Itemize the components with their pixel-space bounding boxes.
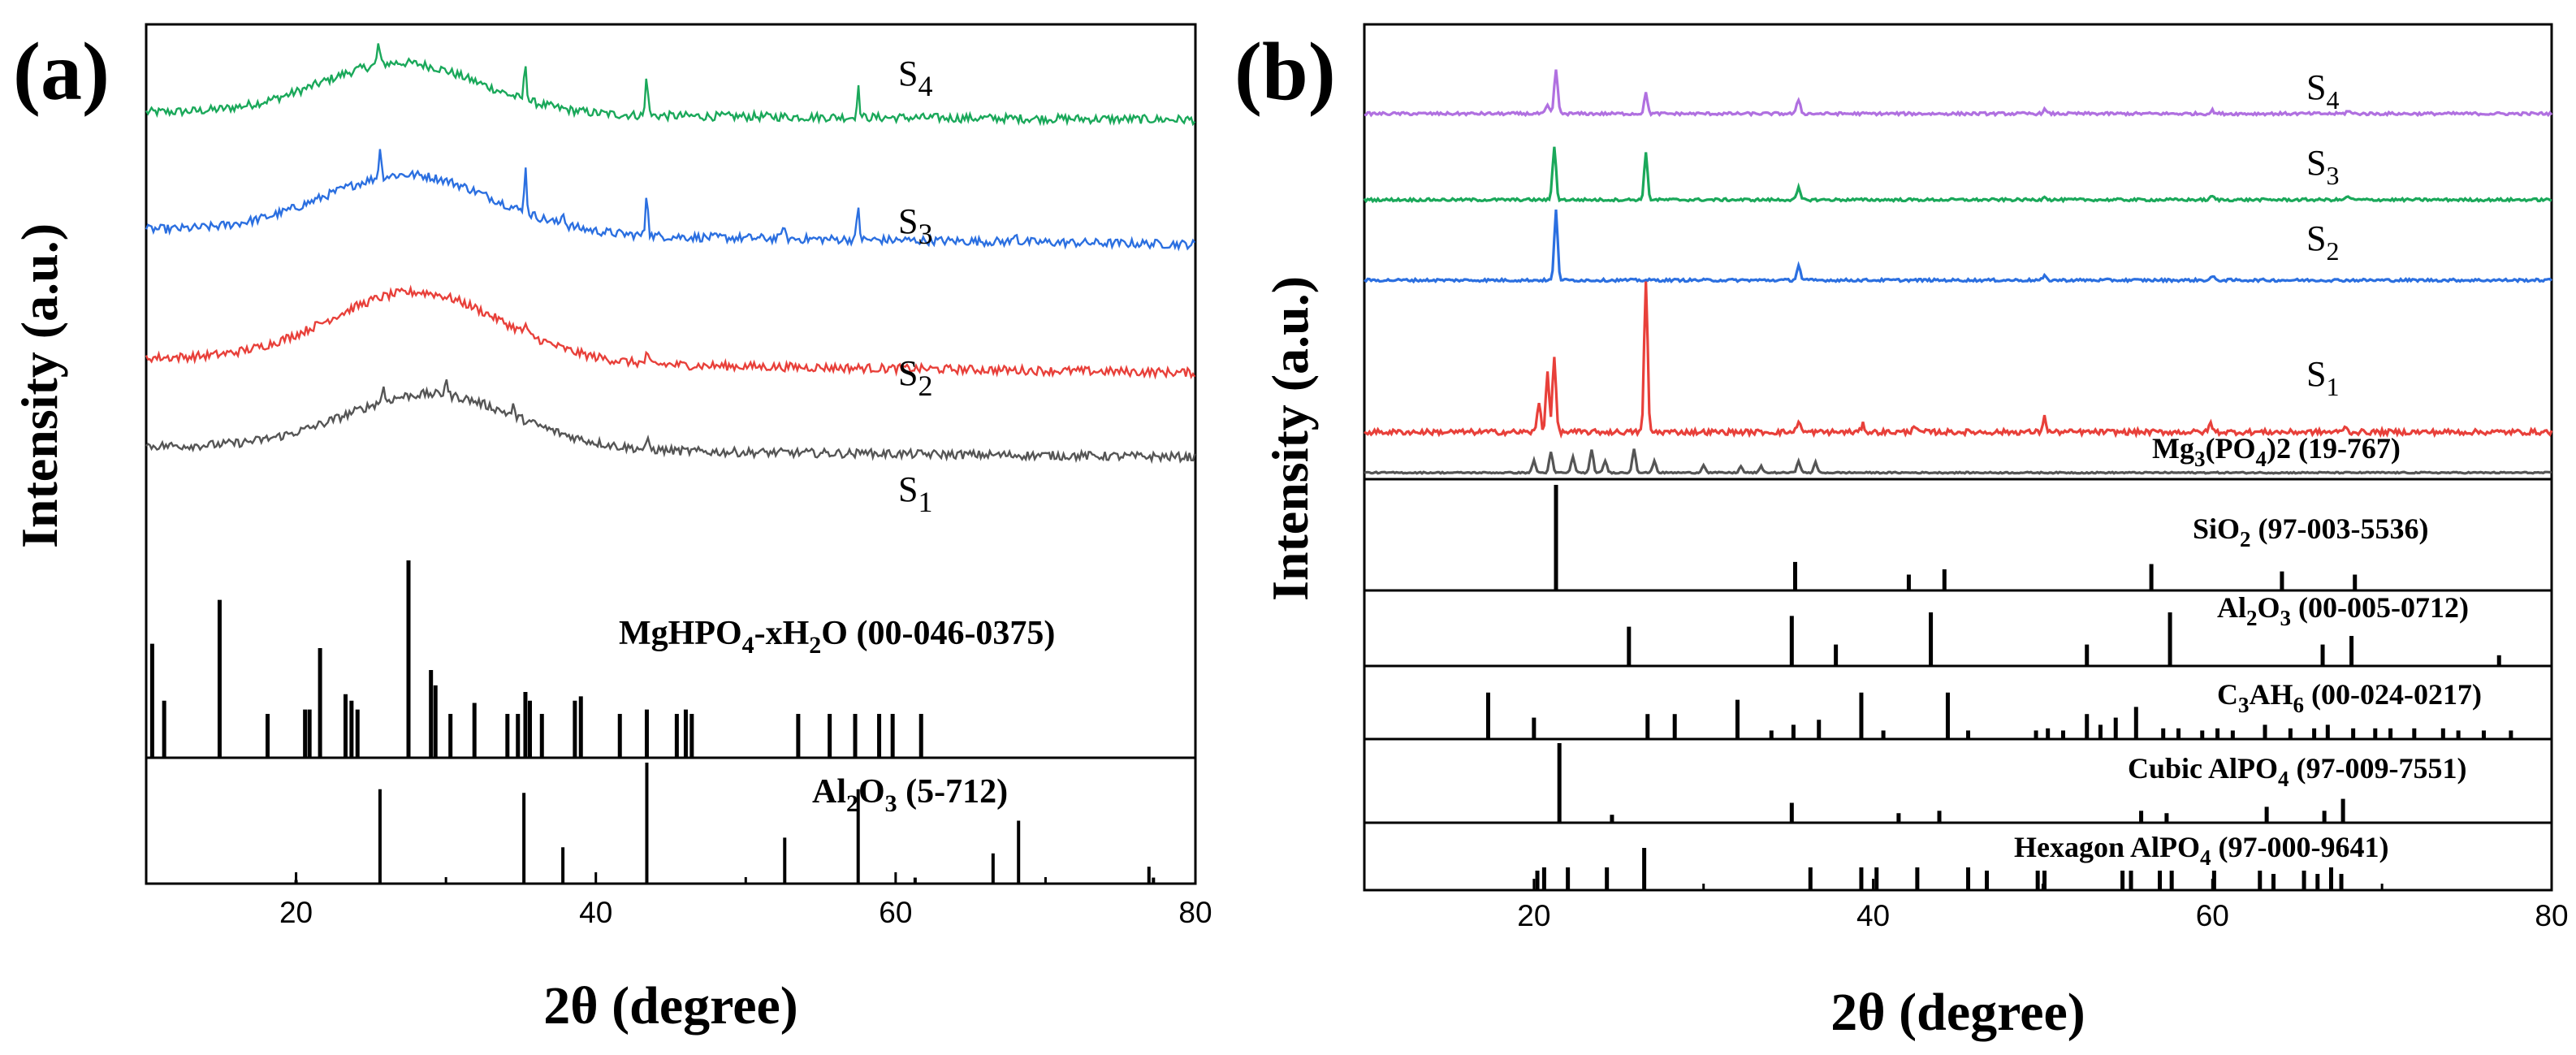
panel-b-series-s2 [1364,210,2553,284]
panel-a: (a) Intensity (a.u.) 20 40 60 80 S4 S3 S2 S… [11,23,1212,1036]
panel-a-xtick-label: 80 [1178,896,1212,929]
panel-b-xlabel: 2θ (degree) [1830,983,2085,1042]
panel-a-series-group [145,43,1196,465]
panel-a-series-s3 [145,149,1196,252]
panel-a-ylabel: Intensity (a.u.) [11,223,68,548]
panel-a-label-s1: S1 [898,469,932,518]
panel-b-xtick-label: 40 [1856,899,1890,932]
panel-b-xtick-label: 80 [2535,899,2568,932]
panel-a-ref-mghpo4: MgHPO4-xH2O (00-046-0375) [619,615,1055,659]
panel-b-label-s4: S4 [2306,67,2339,115]
panel-b-ref-hexagon-alpo4: Hexagon AlPO4 (97-000-9641) [2014,831,2388,870]
panel-b-sticks-group [1485,485,2513,890]
panel-a-series-s1 [145,378,1196,465]
panel-a-series-s4 [145,43,1196,127]
panel-b-label-s2: S2 [2306,218,2339,266]
panel-b-ref-c3ah6: C3AH6 (00-024-0217) [2217,678,2482,717]
panel-b: (b) Intensity (a.u.) 20 40 60 80 S4 S3 S2 S… [1234,23,2569,1042]
panel-a-label-s2: S2 [898,353,932,402]
panel-a-xtick-label: 40 [579,896,612,929]
panel-b-frame [1363,23,2553,892]
panel-b-ref-sio2: SiO2 (97-003-5536) [2193,512,2428,551]
panel-b-series-s4 [1364,69,2553,118]
panel-b-xtick-label: 60 [2196,899,2229,932]
panel-a-xlabel: 2θ (degree) [543,976,798,1036]
panel-a-series-s2 [145,284,1196,380]
panel-b-ticks-group: 20 40 60 80 [1363,879,2569,932]
panel-b-series-mg3po42 [1364,448,2552,475]
panel-a-xtick-label: 20 [279,896,313,929]
panel-b-label-s3: S3 [2306,143,2339,190]
panel-b-series-s3 [1363,146,2552,204]
panel-b-series-group [1363,69,2553,475]
panel-a-ref-al2o3: Al2O3 (5-712) [812,773,1008,817]
panel-a-sticks-group [149,560,1156,884]
panel-b-ylabel: Intensity (a.u.) [1261,276,1319,601]
panel-a-label: (a) [13,26,110,118]
panel-b-ref-cubic-alpo4: Cubic AlPO4 (97-009-7551) [2128,752,2466,791]
panel-b-label: (b) [1234,26,1336,118]
panel-b-series-s1 [1364,281,2553,439]
panel-b-ref-al2o3: Al2O3 (00-005-0712) [2217,591,2469,630]
panel-a-label-s4: S4 [898,54,932,102]
panel-a-label-s3: S3 [898,201,932,250]
panel-a-ticks-group: 20 40 60 80 [145,872,1212,929]
panel-b-ref-mg3po42: Mg3(PO4)2 (19-767) [2152,432,2401,471]
panel-b-xtick-label: 20 [1517,899,1550,932]
panel-a-lower-frame [145,756,1197,885]
panel-a-xtick-label: 60 [879,896,912,929]
panel-b-label-s1: S1 [2306,354,2339,401]
